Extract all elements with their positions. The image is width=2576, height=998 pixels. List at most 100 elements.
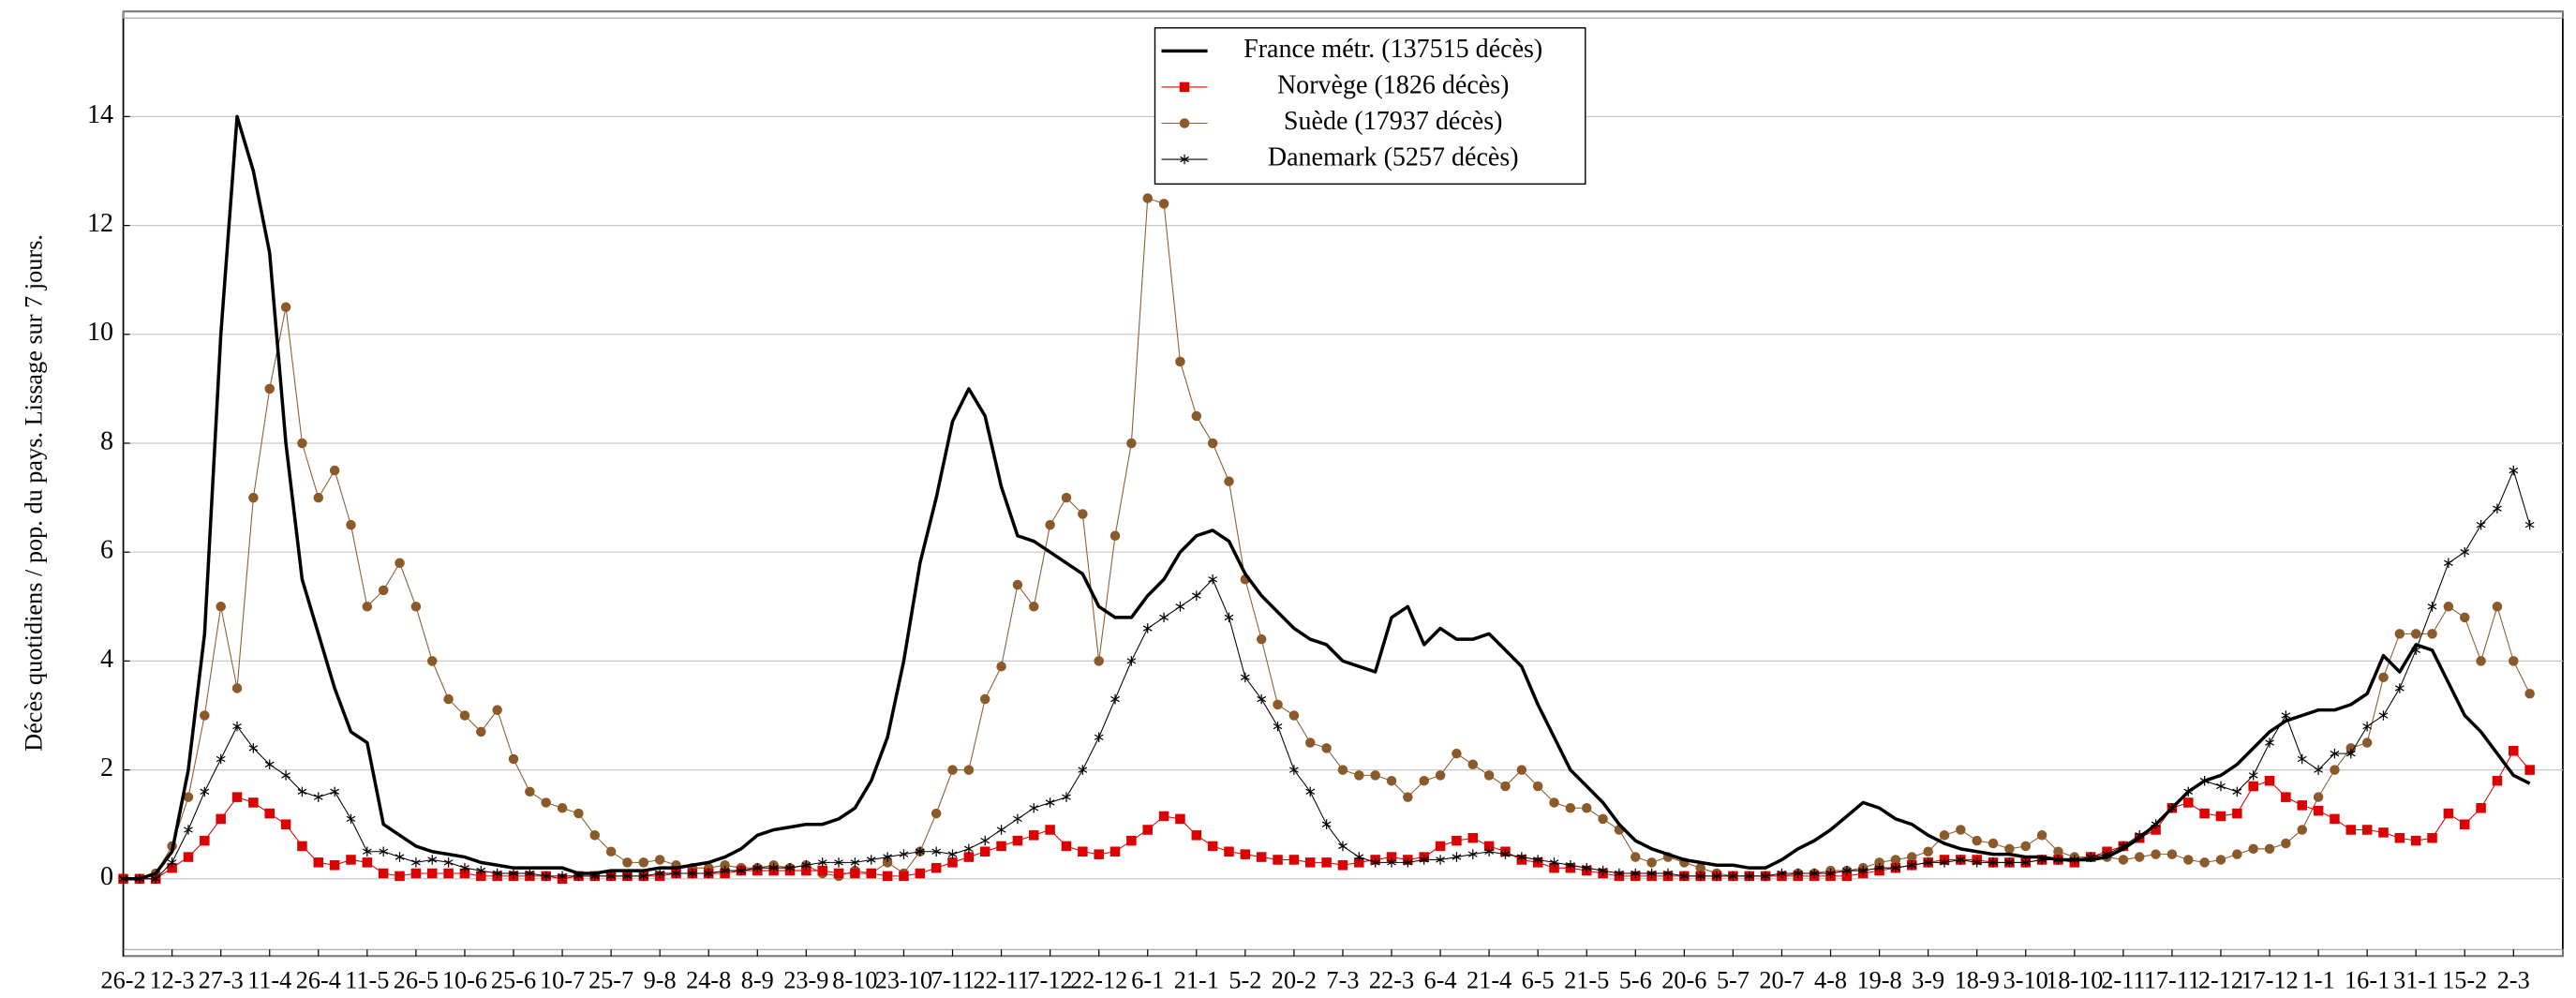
marker <box>1940 857 1949 868</box>
marker <box>1142 193 1153 203</box>
marker <box>2492 775 2503 786</box>
marker <box>426 656 438 666</box>
marker <box>1761 871 1770 882</box>
marker <box>996 825 1006 835</box>
series <box>123 114 2531 881</box>
marker <box>1094 849 1104 859</box>
marker <box>1240 849 1251 859</box>
marker <box>1179 82 1190 93</box>
marker <box>1841 871 1853 882</box>
marker <box>947 857 958 868</box>
marker <box>2151 849 2161 859</box>
marker <box>720 865 730 876</box>
marker <box>2053 846 2063 857</box>
x-tick-label: 5-7 <box>1717 966 1750 993</box>
marker <box>1874 857 1884 868</box>
marker <box>1062 792 1071 802</box>
marker <box>297 438 307 449</box>
marker <box>1354 857 1364 868</box>
marker <box>525 786 535 797</box>
marker <box>996 661 1006 672</box>
marker <box>1126 438 1137 449</box>
legend-label: Danemark (5257 décès) <box>1268 142 1519 171</box>
marker <box>2167 849 2178 859</box>
marker <box>509 868 518 879</box>
marker <box>362 602 373 612</box>
marker <box>2524 519 2535 530</box>
marker <box>1630 868 1641 879</box>
marker <box>638 857 649 868</box>
marker <box>1175 813 1185 825</box>
marker <box>1029 803 1039 813</box>
legend-label: Norvège (1826 décès) <box>1277 70 1510 99</box>
x-tick-label: 21-5 <box>1564 966 1609 993</box>
marker <box>833 868 844 879</box>
marker <box>2394 629 2405 639</box>
marker <box>2199 808 2210 819</box>
marker <box>1159 612 1169 623</box>
marker <box>2004 857 2015 868</box>
series-line <box>123 469 2531 880</box>
marker <box>1728 871 1738 882</box>
marker <box>1549 862 1559 873</box>
marker <box>1305 786 1316 797</box>
marker <box>622 871 633 882</box>
marker <box>947 849 958 859</box>
marker <box>1907 860 1917 871</box>
marker <box>1467 759 1479 770</box>
marker <box>1566 860 1575 871</box>
marker <box>248 743 259 753</box>
marker <box>1956 855 1966 865</box>
marker <box>1078 509 1088 519</box>
marker <box>2265 737 2274 748</box>
x-tick-label: 4-8 <box>1814 966 1847 993</box>
marker <box>1581 803 1592 813</box>
marker <box>1516 852 1526 862</box>
marker <box>2378 672 2389 683</box>
x-tick-label: 16-1 <box>2345 966 2390 993</box>
marker <box>1890 855 1901 865</box>
marker <box>866 855 876 865</box>
marker <box>1598 865 1608 876</box>
marker <box>1256 633 1267 645</box>
marker <box>1012 835 1023 846</box>
x-tick-label: 7-11 <box>931 966 975 993</box>
marker <box>817 857 827 868</box>
marker <box>1695 862 1705 873</box>
marker <box>1045 825 1055 835</box>
marker <box>2410 835 2421 846</box>
marker <box>963 765 975 775</box>
marker <box>1533 855 1543 865</box>
marker <box>2248 781 2258 792</box>
x-tick-label: 21-4 <box>1467 966 1511 993</box>
marker <box>264 383 275 395</box>
marker <box>248 492 259 503</box>
marker <box>2443 808 2454 819</box>
marker <box>378 868 389 879</box>
x-tick-label: 11-4 <box>247 966 291 993</box>
marker <box>264 759 275 770</box>
marker <box>1109 530 1121 542</box>
marker <box>915 846 925 857</box>
x-tick-label: 23-10 <box>875 966 932 993</box>
marker <box>899 871 909 882</box>
marker <box>1582 862 1592 873</box>
marker <box>395 558 405 569</box>
marker <box>2297 825 2307 835</box>
marker <box>2410 629 2421 639</box>
marker <box>231 683 243 693</box>
x-tick-label: 25-7 <box>588 966 633 993</box>
marker <box>2492 602 2503 612</box>
marker <box>1646 857 1657 868</box>
marker <box>720 860 730 871</box>
marker <box>2444 558 2453 569</box>
marker <box>1191 590 1201 601</box>
marker <box>1452 835 1462 846</box>
marker <box>1500 849 1511 859</box>
series-line <box>123 114 2531 881</box>
x-tick-label: 17-11 <box>2144 966 2200 993</box>
x-tick-label: 21-1 <box>1174 966 1219 993</box>
x-tick-label: 3-10 <box>2003 966 2048 993</box>
marker <box>183 792 194 802</box>
